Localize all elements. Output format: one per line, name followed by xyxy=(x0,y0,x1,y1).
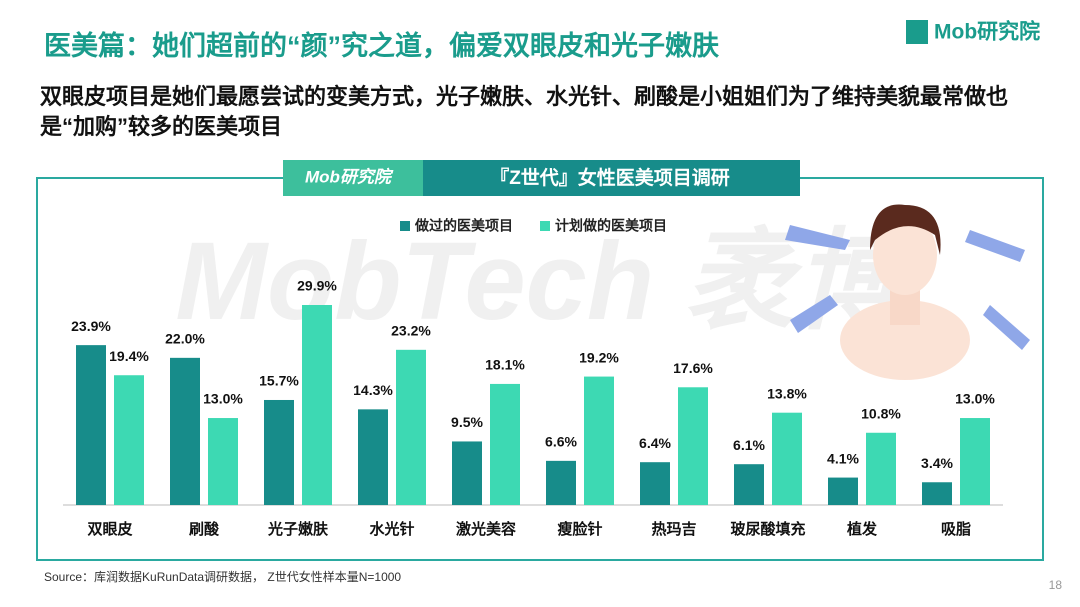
bar xyxy=(960,418,990,505)
x-tick-label: 光子嫩肤 xyxy=(267,520,329,538)
bar xyxy=(772,412,802,505)
x-tick-label: 植发 xyxy=(847,520,878,538)
logo-icon xyxy=(906,20,928,44)
bar xyxy=(208,418,238,505)
bar xyxy=(640,462,670,505)
figure-hair xyxy=(870,204,941,255)
subtitle-box: 双眼皮项目是她们最愿尝试的变美方式，光子嫩肤、水光针、刷酸是小姐姐们为了维持美貌… xyxy=(40,84,1009,139)
value-label: 9.5% xyxy=(451,414,483,430)
bar xyxy=(170,357,200,505)
x-tick-label: 热玛吉 xyxy=(651,520,696,538)
x-tick-label: 激光美容 xyxy=(456,520,516,538)
value-label: 13.0% xyxy=(955,391,995,407)
bar xyxy=(114,375,144,505)
bar xyxy=(302,305,332,505)
legend-label: 计划做的医美项目 xyxy=(555,218,667,234)
glove xyxy=(983,305,1030,350)
legend-swatch xyxy=(400,221,410,231)
value-label: 10.8% xyxy=(861,405,901,421)
bar xyxy=(358,409,388,505)
figure-face xyxy=(873,215,937,295)
x-tick-label: 水光针 xyxy=(369,520,414,538)
x-tick-label: 玻尿酸填充 xyxy=(730,520,805,538)
value-label: 6.6% xyxy=(545,434,577,450)
value-label: 19.2% xyxy=(579,349,619,365)
value-label: 19.4% xyxy=(109,348,149,364)
value-label: 22.0% xyxy=(165,331,205,347)
legend-swatch xyxy=(540,221,550,231)
slide-title: 医美篇：她们超前的“颜”究之道，偏爱双眼皮和光子嫩肤 xyxy=(44,30,720,61)
value-label: 6.4% xyxy=(639,435,671,451)
value-label: 29.9% xyxy=(297,278,337,294)
subtitle: 双眼皮项目是她们最愿尝试的变美方式，光子嫩肤、水光针、刷酸是小姐姐们为了维持美貌… xyxy=(40,84,1009,139)
bar xyxy=(490,383,520,505)
x-tick-label: 刷酸 xyxy=(189,520,220,538)
value-label: 18.1% xyxy=(485,357,525,373)
bar xyxy=(678,387,708,505)
bar xyxy=(922,482,952,505)
page-number: 18 xyxy=(1049,578,1063,592)
chart-header-logo-bg xyxy=(283,160,423,196)
source: Source：库润数据KuRunData调研数据， Z世代女性样本量N=1000 xyxy=(44,569,401,584)
glove xyxy=(785,225,850,250)
value-label: 14.3% xyxy=(353,382,393,398)
legend-label: 做过的医美项目 xyxy=(414,218,513,234)
logo: Mob研究院 xyxy=(934,20,1040,44)
value-label: 13.8% xyxy=(767,385,807,401)
bar xyxy=(584,376,614,505)
illustration xyxy=(785,204,1030,380)
value-label: 23.9% xyxy=(71,318,111,334)
value-label: 3.4% xyxy=(921,455,953,471)
figure-shoulders xyxy=(840,300,970,380)
bar xyxy=(546,460,576,505)
x-tick-label: 瘦脸针 xyxy=(557,520,602,538)
bar xyxy=(828,477,858,505)
bar xyxy=(396,349,426,505)
value-label: 6.1% xyxy=(733,437,765,453)
value-label: 4.1% xyxy=(827,450,859,466)
bar xyxy=(264,399,294,505)
x-tick-label: 吸脂 xyxy=(941,520,971,538)
value-label: 23.2% xyxy=(391,323,431,339)
value-label: 17.6% xyxy=(673,360,713,376)
bar xyxy=(866,432,896,505)
chart-logo: Mob研究院 xyxy=(305,167,394,186)
bar xyxy=(452,441,482,505)
bar xyxy=(734,464,764,505)
x-tick-label: 双眼皮 xyxy=(87,520,132,538)
value-label: 13.0% xyxy=(203,391,243,407)
glove xyxy=(965,230,1025,262)
value-label: 15.7% xyxy=(259,373,299,389)
glove xyxy=(790,295,838,333)
chart-title: 『Z世代』女性医美项目调研 xyxy=(490,166,730,189)
bar xyxy=(76,345,106,505)
